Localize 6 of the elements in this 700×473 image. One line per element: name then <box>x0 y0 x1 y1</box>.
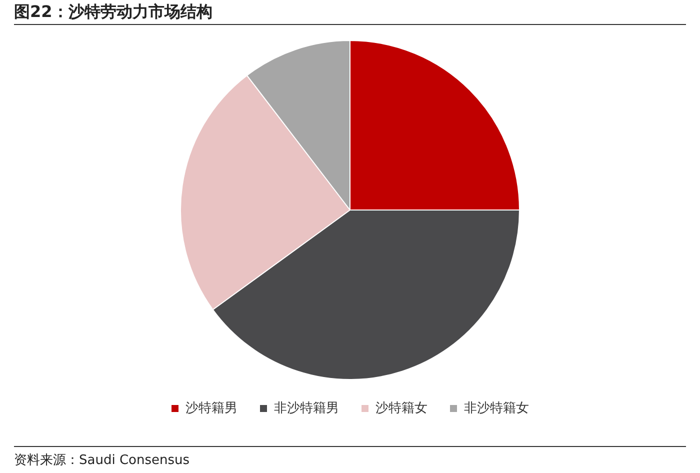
text: 资料来源：Saudi Consensus <box>14 452 190 469</box>
legend-label: 非沙特籍男 <box>274 400 339 416</box>
legend-label: 非沙特籍女 <box>464 400 529 416</box>
legend-label: 沙特籍男 <box>186 400 238 416</box>
legend-label: 沙特籍女 <box>376 400 428 416</box>
chart-title: 图22：沙特劳动力市场结构 <box>14 2 212 23</box>
